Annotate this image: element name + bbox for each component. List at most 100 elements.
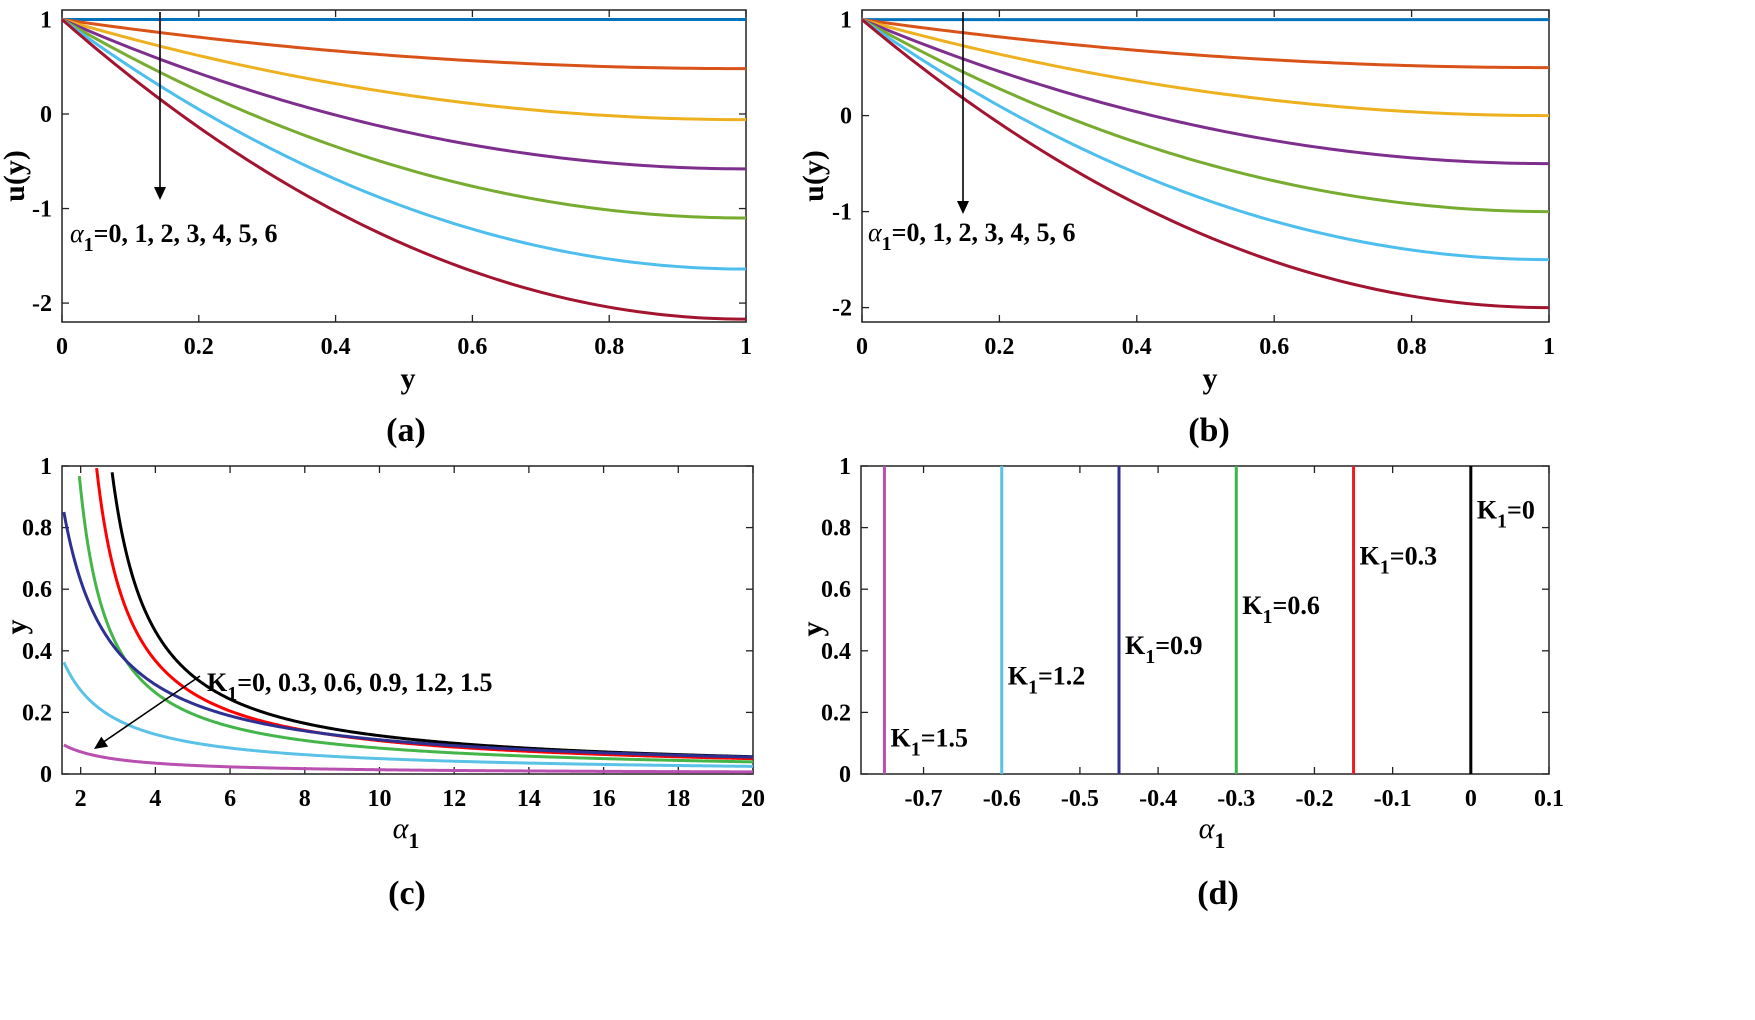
series-line-2 bbox=[61, 18, 747, 122]
panel-d-chart: -0.7 -0.6 -0.5 -0.4 -0.3 -0.2 -0.1 0 0.1 0 0.2 0.4 0… bbox=[796, 454, 1564, 912]
x-tick-label: 20 bbox=[741, 786, 765, 812]
direction-arrow-head bbox=[957, 201, 969, 214]
x-tick-label: 1 bbox=[1543, 334, 1555, 360]
x-tick-label: 0.4 bbox=[1122, 334, 1152, 360]
y-tick-label: 0 bbox=[40, 762, 52, 788]
y-tick-label: -1 bbox=[32, 197, 52, 223]
x-axis-label: α1 bbox=[393, 812, 420, 853]
y-tick-label: 0.6 bbox=[821, 577, 851, 603]
annotation-subscript: 1 bbox=[882, 233, 892, 255]
y-axis-label: u(y) bbox=[0, 150, 31, 202]
y-tick-label: -2 bbox=[832, 296, 852, 322]
annotation-symbol: α bbox=[70, 219, 85, 248]
y-tick-label: 1 bbox=[40, 454, 52, 480]
series-annotation: K1=0, 0.3, 0.6, 0.9, 1.2, 1.5 bbox=[207, 668, 493, 705]
y-axis-label: y bbox=[796, 622, 829, 637]
series-label-0: K1=0 bbox=[1477, 495, 1535, 532]
y-tick-label: -2 bbox=[32, 291, 52, 317]
panel-b-chart: 0 0.2 0.4 0.6 0.8 110-1-2u(y)y(b)α1=0, 1, 2, … bbox=[797, 8, 1555, 449]
y-tick-label: 1 bbox=[40, 7, 52, 33]
series-line-5 bbox=[63, 743, 753, 774]
x-tick-label: 16 bbox=[592, 786, 616, 812]
x-tick-label: 0.6 bbox=[1259, 334, 1289, 360]
direction-arrow bbox=[101, 675, 201, 744]
x-axis-label: y bbox=[1203, 362, 1218, 395]
plot-frame-d bbox=[860, 465, 1550, 775]
series-line-4 bbox=[61, 18, 747, 220]
series-label-symbol: K bbox=[1125, 631, 1146, 660]
y-tick-label: 0.2 bbox=[821, 700, 851, 726]
direction-arrow-head bbox=[154, 187, 166, 200]
series-label-5: K1=1.5 bbox=[890, 723, 968, 760]
panel-label-a: (a) bbox=[386, 412, 426, 449]
x-tick-label: 6 bbox=[224, 786, 236, 812]
series-line-1 bbox=[861, 18, 1549, 70]
x-tick-label: 0 bbox=[1465, 786, 1477, 812]
series-label-value: =0.3 bbox=[1390, 542, 1437, 571]
x-tick-label: 0.6 bbox=[457, 334, 487, 360]
x-tick-label: -0.5 bbox=[1061, 786, 1099, 812]
y-tick-label: 1 bbox=[840, 8, 852, 34]
y-tick-label: 0.8 bbox=[821, 516, 851, 542]
series-label-subscript: 1 bbox=[1145, 646, 1155, 668]
y-tick-label: -1 bbox=[832, 200, 852, 226]
series-label-3: K1=0.9 bbox=[1125, 631, 1203, 668]
x-tick-label: -0.1 bbox=[1374, 786, 1412, 812]
panel-label-d: (d) bbox=[1197, 875, 1239, 912]
x-tick-label: 0.2 bbox=[984, 334, 1014, 360]
x-tick-label: 8 bbox=[299, 786, 311, 812]
x-axis-label-symbol: α bbox=[1199, 812, 1216, 845]
series-label-subscript: 1 bbox=[1380, 557, 1390, 579]
y-tick-label: 0.4 bbox=[22, 639, 52, 665]
y-tick-label: 0.4 bbox=[821, 639, 851, 665]
x-tick-label: 0 bbox=[856, 334, 868, 360]
series-label-symbol: K bbox=[1477, 495, 1498, 524]
series-line-3 bbox=[861, 18, 1550, 166]
series-label-4: K1=1.2 bbox=[1008, 662, 1086, 699]
x-tick-label: 4 bbox=[149, 786, 161, 812]
x-tick-label: 0.4 bbox=[321, 334, 351, 360]
x-tick-label: -0.6 bbox=[983, 786, 1021, 812]
series-line-4 bbox=[62, 661, 754, 768]
annotation-values: =0, 1, 2, 3, 4, 5, 6 bbox=[94, 219, 278, 248]
series-label-symbol: K bbox=[1008, 662, 1029, 691]
x-tick-label: 1 bbox=[740, 334, 752, 360]
x-tick-label: 12 bbox=[442, 786, 466, 812]
y-tick-label: 0 bbox=[40, 102, 52, 128]
x-tick-label: -0.2 bbox=[1295, 786, 1333, 812]
annotation-subscript: 1 bbox=[84, 234, 94, 256]
series-label-symbol: K bbox=[890, 723, 911, 752]
series-annotation: α1=0, 1, 2, 3, 4, 5, 6 bbox=[868, 218, 1075, 255]
series-line-2 bbox=[861, 18, 1550, 118]
series-line-2 bbox=[77, 475, 754, 764]
annotation-subscript: 1 bbox=[227, 683, 237, 705]
series-label-1: K1=0.3 bbox=[1360, 542, 1438, 579]
series-line-5 bbox=[861, 18, 1550, 262]
series-label-value: =0.6 bbox=[1273, 591, 1320, 620]
annotation-symbol: α bbox=[868, 218, 883, 247]
panel-c-chart: 2 4 6 8 10 12 14 16 18 2000.20.40.60.81yα1(c)K1=0… bbox=[0, 454, 765, 912]
x-tick-label: 18 bbox=[666, 786, 690, 812]
panel-a-chart: 0 0.2 0.4 0.6 0.8 110-1-2u(y)y(a)α1=0, 1, 2, … bbox=[0, 7, 752, 449]
series-label-value: =0 bbox=[1507, 495, 1535, 524]
x-tick-label: 14 bbox=[517, 786, 541, 812]
series-line-6 bbox=[61, 18, 747, 321]
series-label-subscript: 1 bbox=[1028, 677, 1038, 699]
y-tick-label: 0.6 bbox=[22, 577, 52, 603]
annotation-values: =0, 1, 2, 3, 4, 5, 6 bbox=[892, 218, 1076, 247]
series-line-5 bbox=[61, 18, 747, 271]
series-label-value: =1.5 bbox=[921, 723, 968, 752]
panel-label-b: (b) bbox=[1188, 412, 1230, 449]
x-tick-label: 0.8 bbox=[594, 334, 624, 360]
series-label-value: =1.2 bbox=[1038, 662, 1085, 691]
series-label-value: =0.9 bbox=[1155, 631, 1202, 660]
plot-frame-b bbox=[861, 9, 1550, 323]
series-line-3 bbox=[62, 511, 754, 759]
plot-frame-a bbox=[61, 9, 747, 323]
series-line-6 bbox=[861, 18, 1550, 310]
annotation-values: =0, 0.3, 0.6, 0.9, 1.2, 1.5 bbox=[237, 668, 492, 697]
y-axis-label: y bbox=[0, 620, 33, 635]
series-label-symbol: K bbox=[1242, 591, 1263, 620]
x-tick-label: -0.7 bbox=[905, 786, 943, 812]
